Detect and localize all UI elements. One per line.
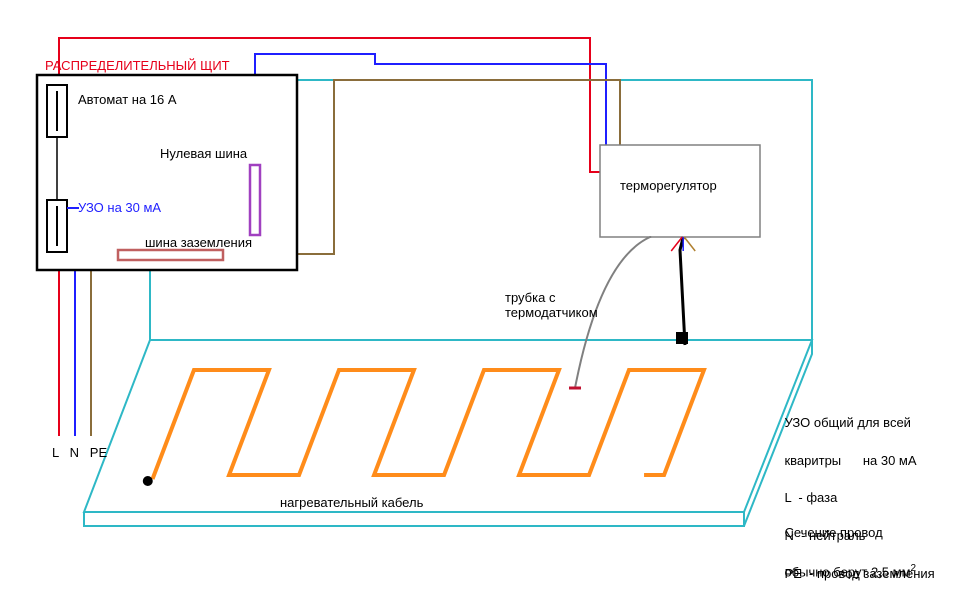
- neutral-bus-label: Нулевая шина: [160, 146, 247, 161]
- wire-note-sup: 2: [911, 563, 917, 574]
- diagram-stage: РАСПРЕДЕЛИТЕЛЬНЫЙ ЩИТ Автомат на 16 А УЗ…: [0, 0, 961, 560]
- legend-L: L - фаза: [784, 490, 837, 505]
- heating-cable: [143, 370, 704, 486]
- thermostat-label: терморегулятор: [620, 178, 717, 193]
- wire-note-2: обычно берут 2,5 мм: [784, 564, 910, 579]
- legend-line1: УЗО общий для всей: [784, 415, 910, 430]
- legend-line2: кваритры на 30 мА: [784, 453, 916, 468]
- wire-note: Сечение провод обычно берут 2,5 мм2: [770, 505, 916, 601]
- wire-note-1: Сечение провод: [784, 525, 882, 540]
- ground-bus-label: шина заземления: [145, 235, 252, 250]
- heating-cable-label: нагревательный кабель: [280, 495, 423, 510]
- thermostat: [600, 145, 760, 345]
- pins-label: L N PE: [52, 445, 107, 460]
- breaker-label: Автомат на 16 А: [78, 92, 177, 107]
- rcd-label: УЗО на 30 мА: [78, 200, 161, 215]
- panel-title: РАСПРЕДЕЛИТЕЛЬНЫЙ ЩИТ: [45, 58, 230, 73]
- sensor-tube-label: трубка с термодатчиком: [505, 290, 598, 320]
